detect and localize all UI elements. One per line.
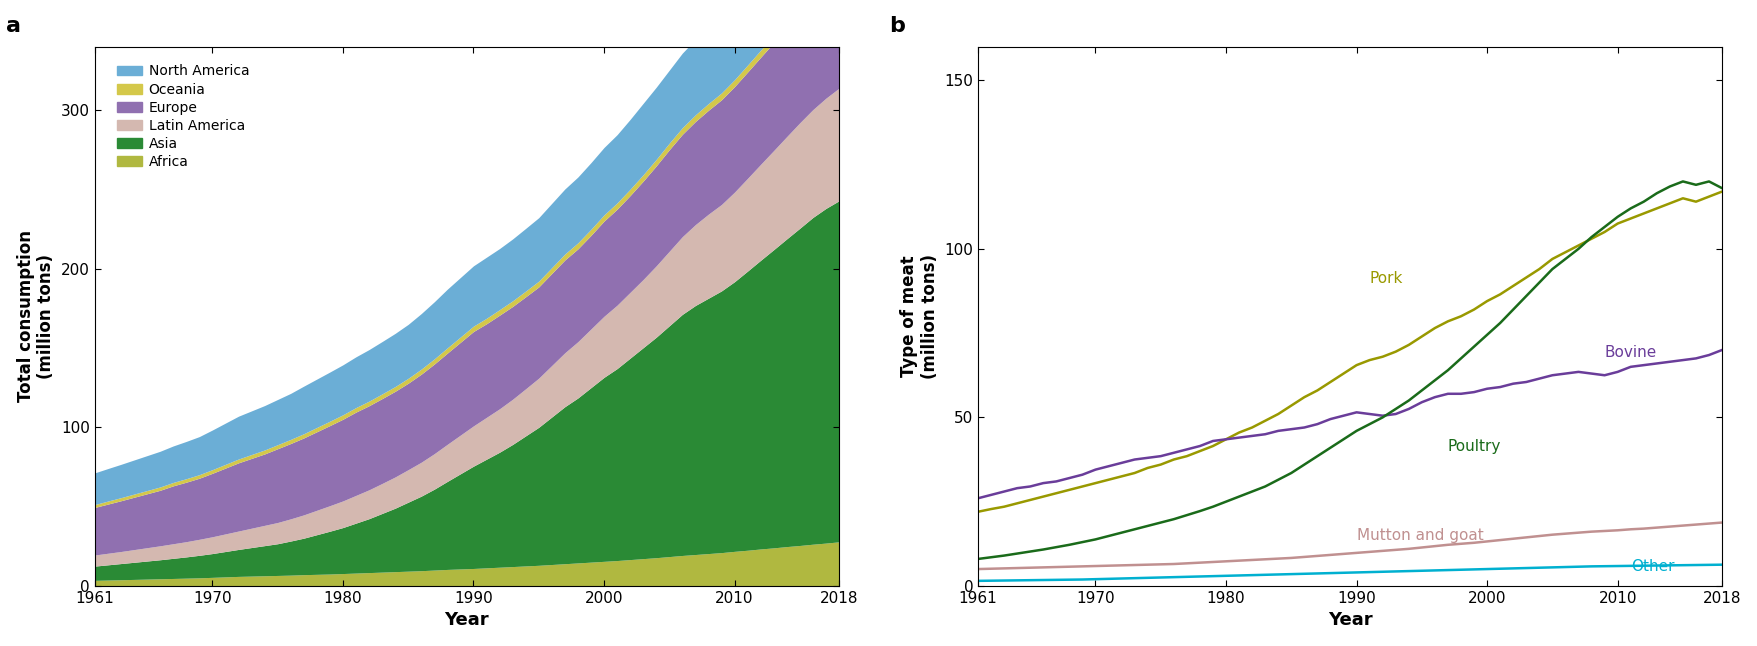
X-axis label: Year: Year	[1327, 611, 1372, 629]
Text: b: b	[889, 16, 905, 36]
Text: a: a	[5, 16, 21, 36]
Text: Poultry: Poultry	[1448, 439, 1500, 454]
Text: Bovine: Bovine	[1604, 345, 1655, 360]
Y-axis label: Type of meat
(million tons): Type of meat (million tons)	[900, 254, 938, 379]
Text: Pork: Pork	[1369, 271, 1402, 286]
Y-axis label: Total consumption
(million tons): Total consumption (million tons)	[16, 230, 56, 402]
Text: Other: Other	[1630, 559, 1673, 574]
Text: Mutton and goat: Mutton and goat	[1356, 528, 1483, 543]
Legend: North America, Oceania, Europe, Latin America, Asia, Africa: North America, Oceania, Europe, Latin Am…	[116, 65, 249, 169]
X-axis label: Year: Year	[445, 611, 488, 629]
